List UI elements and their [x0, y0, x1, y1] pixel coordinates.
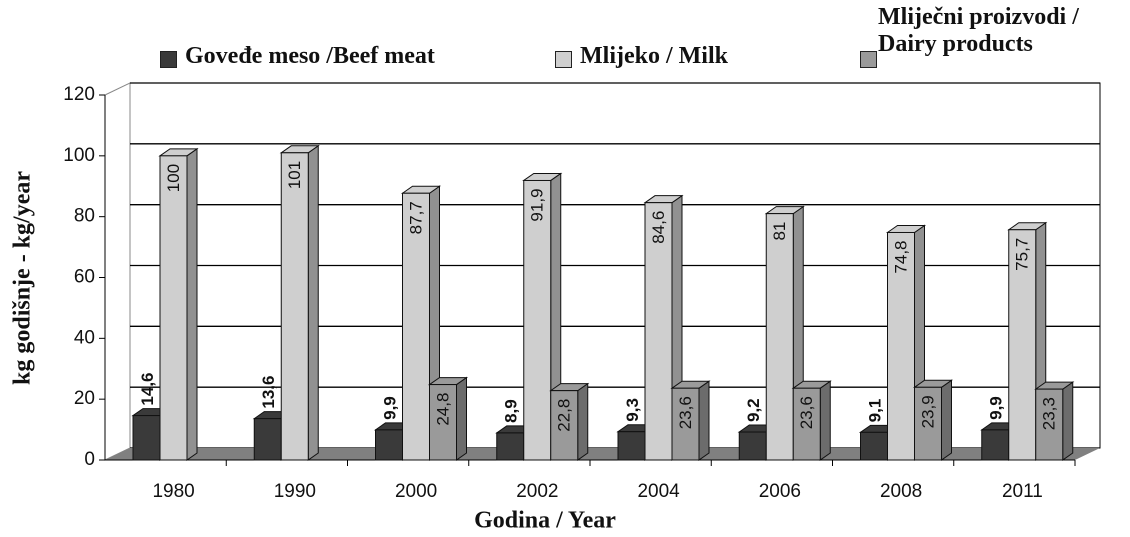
bar-face	[253, 418, 282, 461]
legend-label: Mlijeko / Milk	[580, 43, 728, 69]
bar-face	[698, 380, 710, 461]
value-label: 8,9	[502, 399, 521, 423]
bar-face	[496, 432, 525, 461]
y-tick-label: 80	[74, 206, 95, 227]
bar-face	[860, 431, 888, 461]
bar	[279, 144, 320, 461]
bar	[791, 380, 832, 461]
bar-face	[887, 231, 915, 461]
legend-label: Mliječni proizvodi / Dairy products	[878, 4, 1079, 57]
bar-face	[792, 387, 821, 461]
y-tick-label: 20	[74, 388, 95, 409]
value-label: 84,6	[649, 211, 668, 244]
bar-face	[307, 144, 319, 461]
side-wall	[104, 82, 131, 461]
bar	[670, 380, 711, 461]
x-tick-label: 2004	[637, 481, 680, 502]
bar-face	[186, 147, 198, 461]
value-label: 23,6	[676, 396, 695, 429]
value-label: 23,3	[1040, 397, 1059, 430]
x-tick-label: 2002	[516, 481, 558, 502]
value-label: 75,7	[1013, 238, 1032, 271]
bar-face	[1035, 388, 1064, 461]
bar-face	[132, 415, 161, 461]
value-label: 14,6	[138, 372, 157, 405]
bar-face	[981, 429, 1010, 461]
bar-face	[375, 429, 403, 461]
legend-swatch	[860, 51, 877, 68]
value-label: 9,3	[623, 398, 642, 422]
y-tick-label: 0	[84, 449, 95, 470]
bar-face	[523, 179, 552, 461]
y-axis-label: kg godišnje - kg/year	[10, 171, 36, 385]
floor	[105, 448, 1100, 460]
value-label: 22,8	[555, 399, 574, 432]
bar-face	[644, 202, 673, 461]
bar-face	[456, 376, 467, 461]
value-label: 9,9	[987, 396, 1006, 420]
bar-face	[1008, 229, 1037, 461]
bar	[912, 379, 954, 461]
bar-face	[577, 382, 589, 461]
value-label: 100	[164, 164, 183, 192]
x-tick-label: 2006	[759, 481, 801, 502]
bar-face	[617, 431, 646, 461]
value-label: 9,1	[865, 399, 884, 423]
x-tick-label: 2000	[395, 481, 437, 502]
bar	[885, 224, 927, 461]
bar	[1007, 221, 1048, 461]
y-tick-label: 120	[63, 84, 95, 105]
value-label: 74,8	[891, 240, 910, 273]
value-label: 9,2	[744, 398, 763, 422]
bar-face	[671, 387, 700, 461]
bar-face	[550, 390, 579, 461]
x-tick-label: 2008	[880, 481, 922, 502]
bar	[1034, 381, 1075, 461]
x-tick-label: 2011	[1002, 481, 1043, 502]
value-label: 24,8	[433, 393, 452, 426]
x-axis-label: Godina / Year	[474, 508, 616, 534]
legend-swatch	[555, 51, 572, 68]
bar-face	[914, 386, 942, 461]
bar-face	[280, 152, 309, 461]
bar-face	[159, 155, 188, 461]
bar-face	[819, 380, 831, 461]
value-label: 87,7	[406, 201, 425, 234]
value-label: 101	[285, 161, 304, 189]
bar-face	[429, 384, 457, 461]
value-label: 13,6	[259, 376, 278, 409]
x-tick-label: 1990	[274, 481, 316, 502]
bar	[158, 147, 199, 461]
legend-swatch	[160, 51, 177, 68]
legend-label: Goveđe meso /Beef meat	[185, 43, 435, 69]
value-label: 91,9	[528, 188, 547, 221]
bar-face	[941, 379, 952, 461]
value-label: 23,9	[918, 395, 937, 428]
bar	[427, 376, 469, 461]
bar-face	[1062, 381, 1074, 461]
value-label: 81	[770, 222, 789, 241]
value-label: 23,6	[797, 396, 816, 429]
bar-face	[402, 192, 430, 461]
x-tick-label: 1980	[152, 481, 194, 502]
y-tick-label: 40	[74, 327, 95, 348]
y-tick-label: 100	[63, 145, 95, 166]
bar-face	[765, 213, 794, 461]
bar	[549, 382, 590, 461]
y-tick-label: 60	[74, 267, 95, 288]
bar-face	[738, 431, 767, 461]
value-label: 9,9	[380, 396, 399, 420]
